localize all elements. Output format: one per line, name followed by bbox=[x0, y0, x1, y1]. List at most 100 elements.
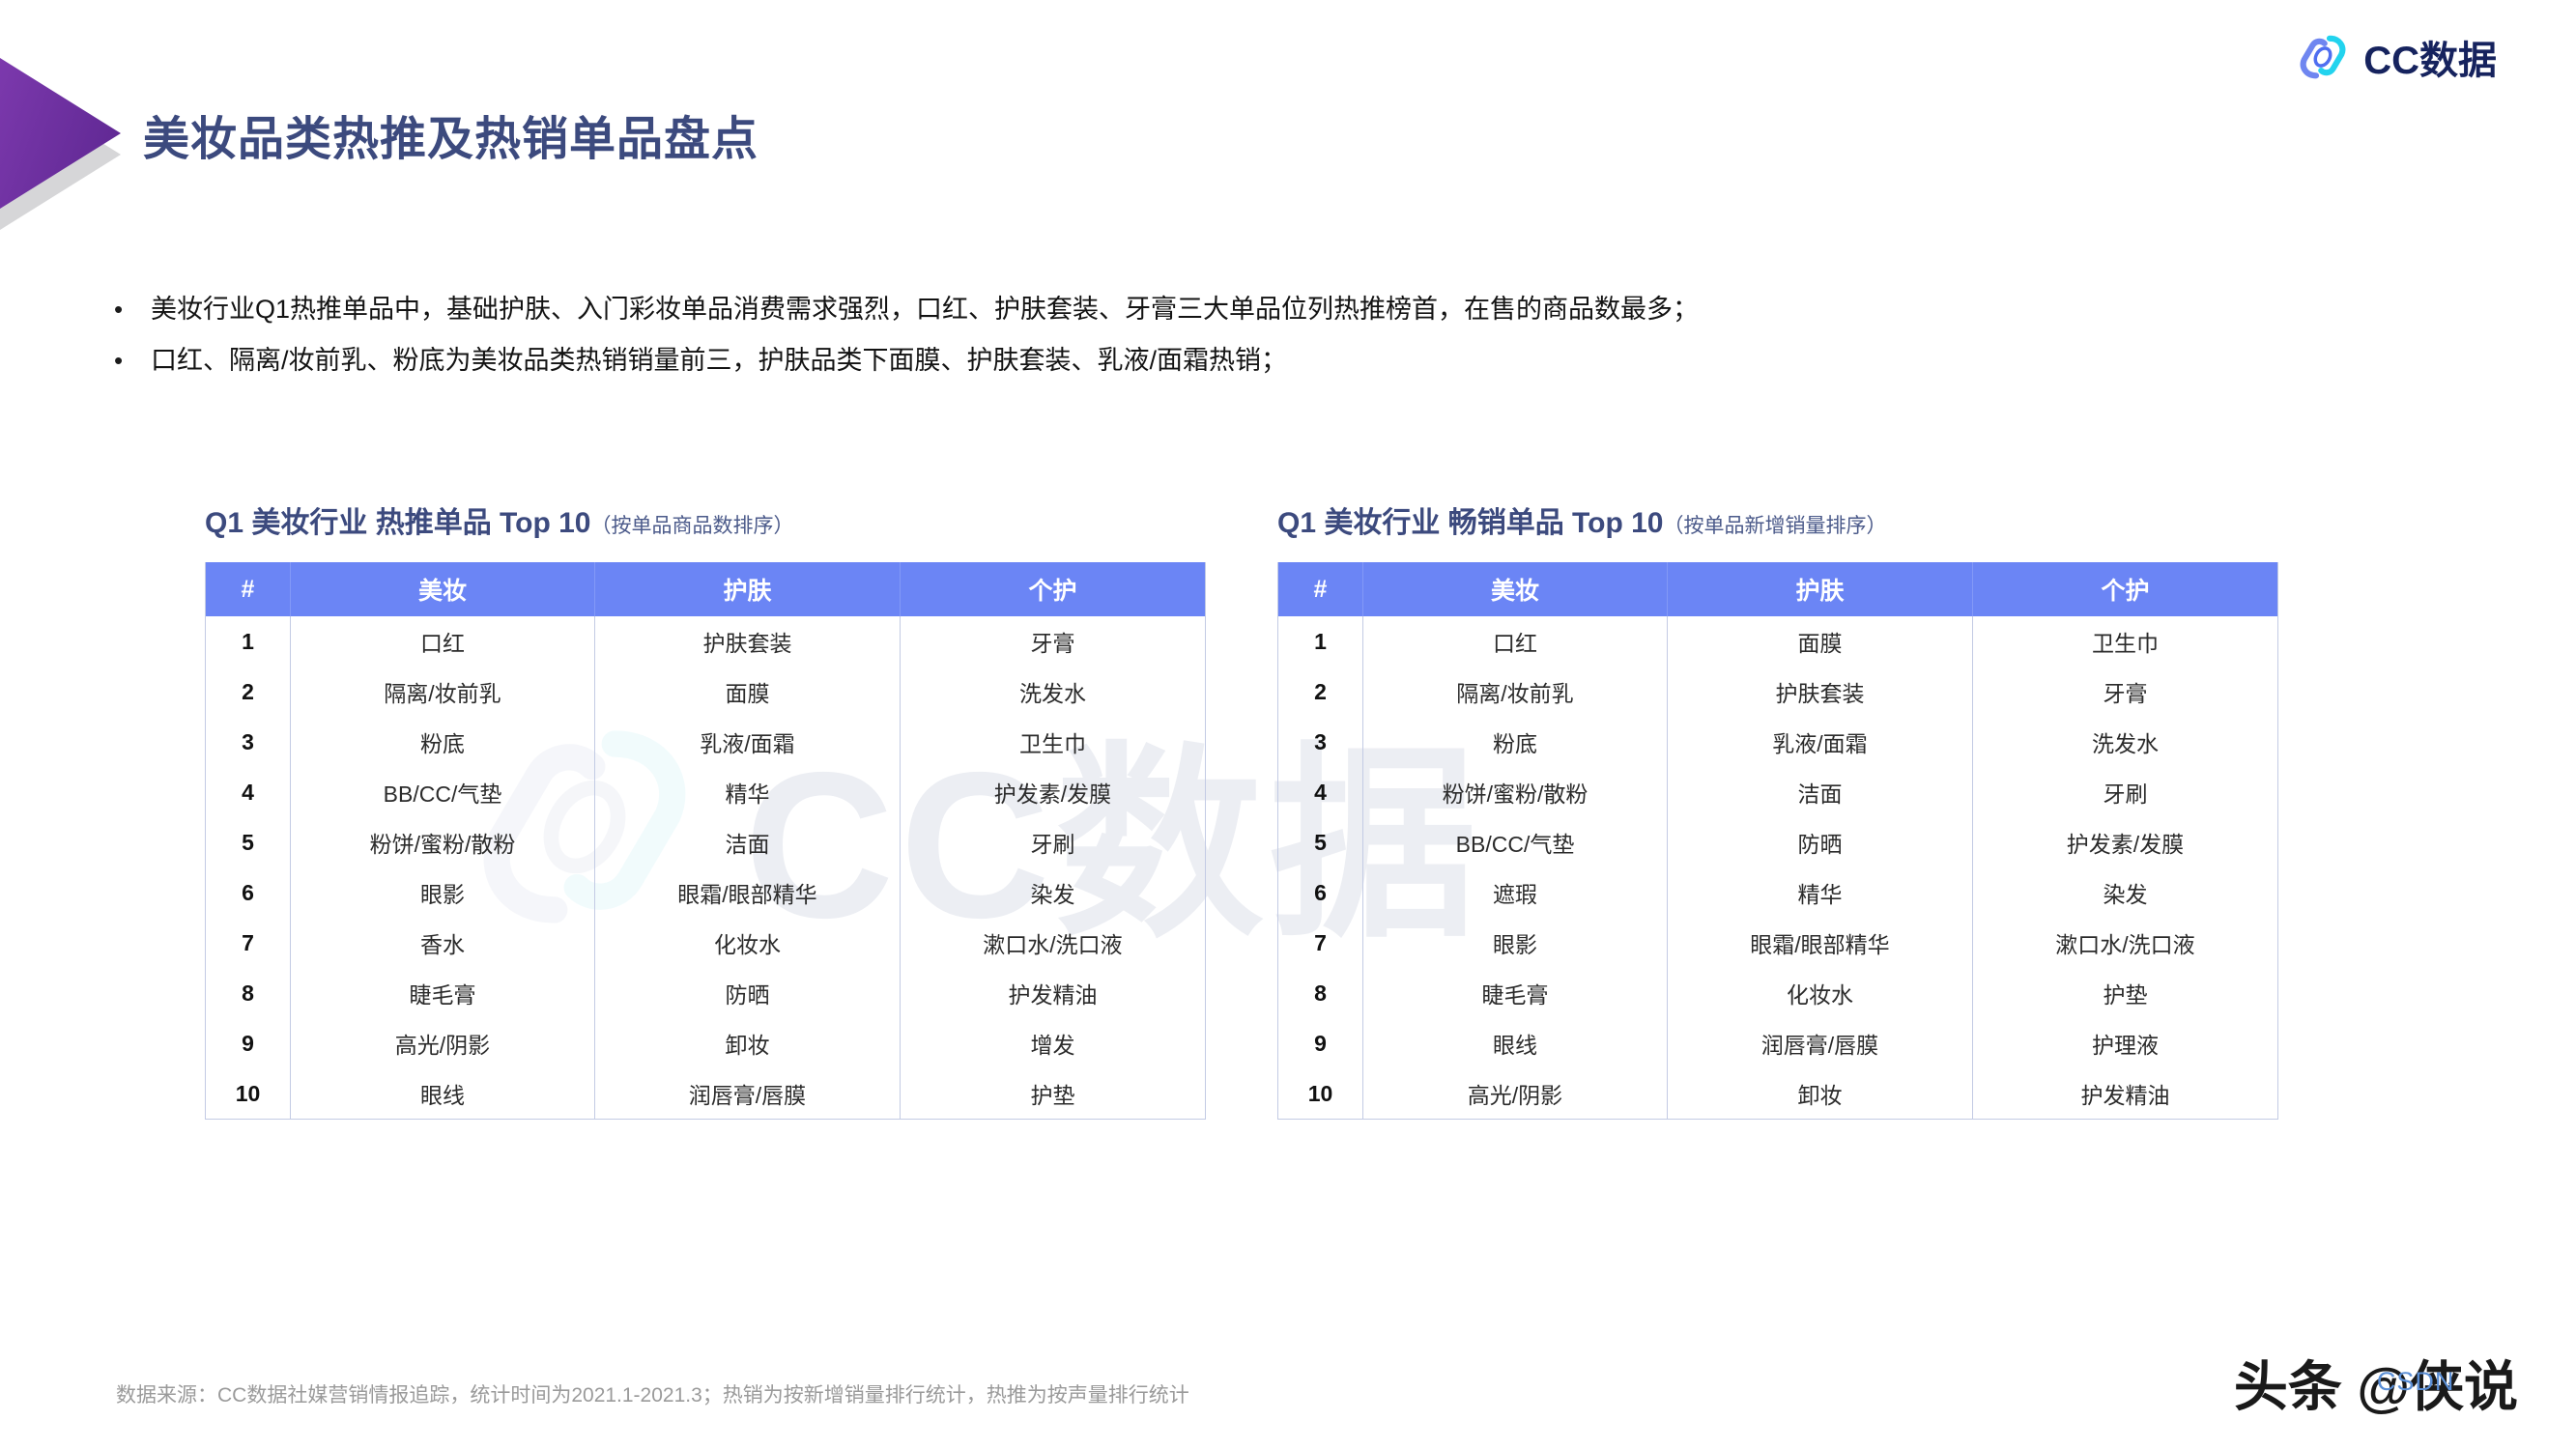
cell-item: 高光/阴影 bbox=[290, 1018, 595, 1068]
page-title: 美妆品类热推及热销单品盘点 bbox=[143, 114, 759, 165]
cell-item: 乳液/面霜 bbox=[1667, 717, 1973, 767]
table-row: 3 粉底 乳液/面霜 洗发水 bbox=[1277, 717, 2278, 767]
cell-item: 精华 bbox=[594, 767, 901, 817]
cell-item: 染发 bbox=[900, 867, 1206, 918]
cell-item: 高光/阴影 bbox=[1362, 1068, 1668, 1120]
bottom-watermark-text: 头条 @侠说 bbox=[2233, 1356, 2518, 1417]
cell-rank: 2 bbox=[1277, 667, 1363, 717]
cell-rank: 6 bbox=[1277, 867, 1363, 918]
table-row: 1 口红 护肤套装 牙膏 bbox=[205, 616, 1206, 667]
table-row: 5 粉饼/蜜粉/散粉 洁面 牙刷 bbox=[205, 817, 1206, 867]
cell-item: 眼霜/眼部精华 bbox=[1667, 918, 1973, 968]
panel-title-sub: （按单品新增销量排序） bbox=[1663, 515, 1887, 537]
source-footnote: 数据来源：CC数据社媒营销情报追踪，统计时间为2021.1-2021.3；热销为… bbox=[116, 1384, 1189, 1406]
summary-bullets: • 美妆行业Q1热推单品中，基础护肤、入门彩妆单品消费需求强烈，口红、护肤套装、… bbox=[114, 290, 2433, 392]
column-header-rank: # bbox=[1277, 562, 1363, 616]
cell-rank: 5 bbox=[1277, 817, 1363, 867]
cell-item: 粉底 bbox=[290, 717, 595, 767]
cell-item: BB/CC/气垫 bbox=[290, 767, 595, 817]
bullet-item: • 口红、隔离/妆前乳、粉底为美妆品类热销销量前三，护肤品类下面膜、护肤套装、乳… bbox=[114, 341, 2433, 380]
cell-item: 眼霜/眼部精华 bbox=[594, 867, 901, 918]
panel-title-sub: （按单品商品数排序） bbox=[590, 515, 794, 537]
cell-item: 漱口水/洗口液 bbox=[900, 918, 1206, 968]
cell-item: 粉饼/蜜粉/散粉 bbox=[1362, 767, 1668, 817]
bottom-watermark: 头条 @侠说 CSDN bbox=[2234, 1344, 2518, 1422]
cell-rank: 7 bbox=[1277, 918, 1363, 968]
rank-table-best-selling: # 美妆 护肤 个护 1 口红 面膜 卫生巾 2 隔离/妆前乳 护肤套装 牙膏 3 粉底 乳液/面霜… bbox=[1277, 562, 2278, 1120]
cell-rank: 7 bbox=[205, 918, 291, 968]
bullet-marker: • bbox=[114, 295, 124, 324]
column-header-makeup: 美妆 bbox=[1362, 562, 1668, 616]
table-row: 10 眼线 润唇膏/唇膜 护垫 bbox=[205, 1068, 1206, 1120]
cell-item: 卸妆 bbox=[594, 1018, 901, 1068]
cell-item: 护垫 bbox=[1972, 968, 2278, 1018]
cell-item: 眼影 bbox=[1362, 918, 1668, 968]
panel-title-main: Q1 美妆行业 热推单品 Top 10 bbox=[205, 507, 591, 539]
table-row: 7 香水 化妆水 漱口水/洗口液 bbox=[205, 918, 1206, 968]
table-row: 9 高光/阴影 卸妆 增发 bbox=[205, 1018, 1206, 1068]
cell-item: 口红 bbox=[290, 616, 595, 667]
bottom-watermark-sub: CSDN bbox=[2376, 1367, 2455, 1396]
cell-rank: 8 bbox=[205, 968, 291, 1018]
cell-item: 增发 bbox=[900, 1018, 1206, 1068]
cell-item: 护发素/发膜 bbox=[900, 767, 1206, 817]
cell-item: 防晒 bbox=[594, 968, 901, 1018]
table-row: 1 口红 面膜 卫生巾 bbox=[1277, 616, 2278, 667]
cell-rank: 4 bbox=[1277, 767, 1363, 817]
column-header-personal: 个护 bbox=[900, 562, 1206, 616]
cell-item: 护发精油 bbox=[1972, 1068, 2278, 1120]
column-header-personal: 个护 bbox=[1972, 562, 2278, 616]
table-row: 3 粉底 乳液/面霜 卫生巾 bbox=[205, 717, 1206, 767]
cell-rank: 1 bbox=[1277, 616, 1363, 667]
cell-item: 面膜 bbox=[594, 667, 901, 717]
table-row: 10 高光/阴影 卸妆 护发精油 bbox=[1277, 1068, 2278, 1120]
panel-hot-recommend: Q1 美妆行业 热推单品 Top 10（按单品商品数排序） # 美妆 护肤 个护… bbox=[205, 498, 1206, 1120]
cell-item: 精华 bbox=[1667, 867, 1973, 918]
cell-item: 护理液 bbox=[1972, 1018, 2278, 1068]
table-header-row: # 美妆 护肤 个护 bbox=[205, 562, 1206, 616]
panel-best-selling: Q1 美妆行业 畅销单品 Top 10（按单品新增销量排序） # 美妆 护肤 个… bbox=[1277, 498, 2278, 1120]
table-row: 6 遮瑕 精华 染发 bbox=[1277, 867, 2278, 918]
table-row: 4 BB/CC/气垫 精华 护发素/发膜 bbox=[205, 767, 1206, 817]
cell-rank: 5 bbox=[205, 817, 291, 867]
cell-item: 粉底 bbox=[1362, 717, 1668, 767]
cell-rank: 9 bbox=[205, 1018, 291, 1068]
cell-item: 润唇膏/唇膜 bbox=[594, 1068, 901, 1120]
cell-item: 卸妆 bbox=[1667, 1068, 1973, 1120]
bullet-text: 口红、隔离/妆前乳、粉底为美妆品类热销销量前三，护肤品类下面膜、护肤套装、乳液/… bbox=[151, 346, 1288, 375]
table-row: 6 眼影 眼霜/眼部精华 染发 bbox=[205, 867, 1206, 918]
bottom-divider bbox=[0, 1443, 2576, 1449]
cell-item: 洗发水 bbox=[900, 667, 1206, 717]
cell-rank: 6 bbox=[205, 867, 291, 918]
cell-item: 洁面 bbox=[1667, 767, 1973, 817]
cell-item: 牙刷 bbox=[900, 817, 1206, 867]
cell-item: 化妆水 bbox=[594, 918, 901, 968]
cell-item: 眼线 bbox=[290, 1068, 595, 1120]
cell-item: 隔离/妆前乳 bbox=[1362, 667, 1668, 717]
table-row: 8 睫毛膏 化妆水 护垫 bbox=[1277, 968, 2278, 1018]
cell-item: 卫生巾 bbox=[900, 717, 1206, 767]
cell-item: 润唇膏/唇膜 bbox=[1667, 1018, 1973, 1068]
cell-item: 口红 bbox=[1362, 616, 1668, 667]
table-row: 2 隔离/妆前乳 面膜 洗发水 bbox=[205, 667, 1206, 717]
cell-item: 护肤套装 bbox=[594, 616, 901, 667]
brand-logo: CC数据 bbox=[2296, 29, 2497, 85]
table-row: 5 BB/CC/气垫 防晒 护发素/发膜 bbox=[1277, 817, 2278, 867]
cell-item: 护垫 bbox=[900, 1068, 1206, 1120]
bullet-text: 美妆行业Q1热推单品中，基础护肤、入门彩妆单品消费需求强烈，口红、护肤套装、牙膏… bbox=[151, 295, 1700, 324]
rank-table-hot-recommend: # 美妆 护肤 个护 1 口红 护肤套装 牙膏 2 隔离/妆前乳 面膜 洗发水 3 粉底 乳液/面霜… bbox=[205, 562, 1206, 1120]
cc-spiral-logo-icon bbox=[2300, 35, 2346, 79]
cell-rank: 4 bbox=[205, 767, 291, 817]
cell-rank: 1 bbox=[205, 616, 291, 667]
cell-item: 眼线 bbox=[1362, 1018, 1668, 1068]
cell-item: 牙膏 bbox=[900, 616, 1206, 667]
cell-rank: 10 bbox=[1277, 1068, 1363, 1120]
cell-item: 乳液/面霜 bbox=[594, 717, 901, 767]
cell-item: 卫生巾 bbox=[1972, 616, 2278, 667]
cell-item: 粉饼/蜜粉/散粉 bbox=[290, 817, 595, 867]
cell-item: 睫毛膏 bbox=[290, 968, 595, 1018]
column-header-makeup: 美妆 bbox=[290, 562, 595, 616]
header-arrow-decoration bbox=[0, 58, 126, 251]
bullet-marker: • bbox=[114, 346, 124, 375]
cell-item: 面膜 bbox=[1667, 616, 1973, 667]
